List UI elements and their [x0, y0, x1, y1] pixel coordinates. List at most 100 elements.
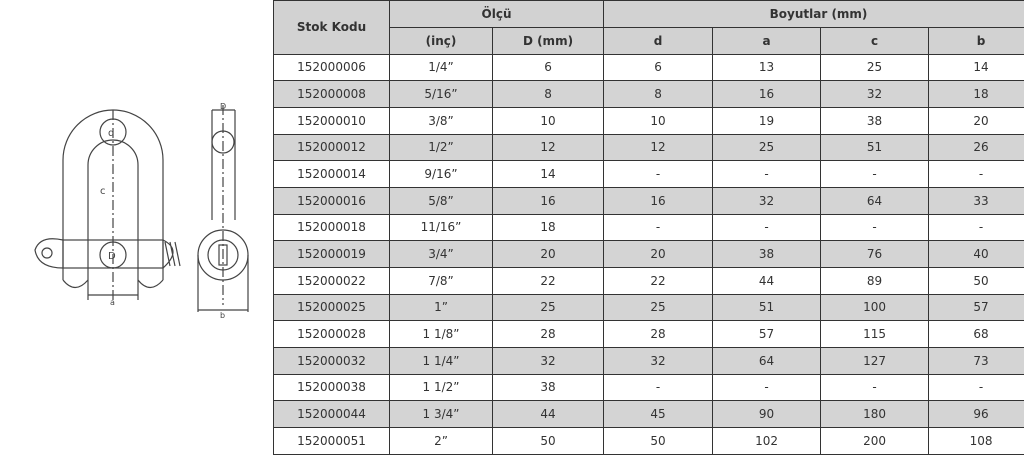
label-D: D [108, 251, 116, 262]
cell-inch: 1 1/2” [390, 374, 493, 401]
cell-b: 96 [929, 401, 1024, 428]
cell-b: 33 [929, 187, 1024, 214]
cell-a: 38 [713, 241, 821, 268]
cell-b: 57 [929, 294, 1024, 321]
cell-b: 26 [929, 134, 1024, 161]
cell-a: 32 [713, 187, 821, 214]
cell-c: 51 [821, 134, 929, 161]
cell-d: - [604, 374, 713, 401]
cell-D-mm: 22 [493, 267, 604, 294]
cell-D-mm: 16 [493, 187, 604, 214]
cell-a: 44 [713, 267, 821, 294]
header-d: d [604, 28, 713, 55]
cell-D-mm: 20 [493, 241, 604, 268]
cell-inch: 1 1/8” [390, 321, 493, 348]
cell-D-mm: 10 [493, 107, 604, 134]
cell-c: - [821, 374, 929, 401]
cell-d: 32 [604, 347, 713, 374]
cell-D-mm: 14 [493, 161, 604, 188]
cell-a: 57 [713, 321, 821, 348]
cell-inch: 7/8” [390, 267, 493, 294]
cell-a: 64 [713, 347, 821, 374]
cell-b: - [929, 214, 1024, 241]
cell-b: 73 [929, 347, 1024, 374]
cell-stock-code: 152000008 [274, 81, 390, 108]
header-measure: Ölçü [390, 1, 604, 28]
cell-stock-code: 152000014 [274, 161, 390, 188]
cell-a: 16 [713, 81, 821, 108]
cell-c: - [821, 161, 929, 188]
cell-D-mm: 8 [493, 81, 604, 108]
cell-stock-code: 152000032 [274, 347, 390, 374]
cell-D-mm: 18 [493, 214, 604, 241]
cell-stock-code: 152000025 [274, 294, 390, 321]
cell-d: 8 [604, 81, 713, 108]
label-d: d [108, 128, 114, 139]
cell-d: - [604, 214, 713, 241]
cell-inch: 1 3/4” [390, 401, 493, 428]
header-c: c [821, 28, 929, 55]
cell-d: 28 [604, 321, 713, 348]
header-D-mm: D (mm) [493, 28, 604, 55]
cell-stock-code: 152000022 [274, 267, 390, 294]
cell-a: - [713, 214, 821, 241]
cell-d: - [604, 161, 713, 188]
cell-a: 51 [713, 294, 821, 321]
cell-b: - [929, 374, 1024, 401]
cell-d: 20 [604, 241, 713, 268]
cell-a: 102 [713, 427, 821, 454]
cell-b: 40 [929, 241, 1024, 268]
cell-inch: 9/16” [390, 161, 493, 188]
cell-D-mm: 6 [493, 54, 604, 81]
cell-c: 76 [821, 241, 929, 268]
cell-inch: 3/4” [390, 241, 493, 268]
cell-d: 16 [604, 187, 713, 214]
cell-c: 89 [821, 267, 929, 294]
cell-stock-code: 152000018 [274, 214, 390, 241]
cell-inch: 1/4” [390, 54, 493, 81]
shackle-side-view [198, 105, 248, 312]
cell-b: 108 [929, 427, 1024, 454]
cell-inch: 1 1/4” [390, 347, 493, 374]
cell-d: 12 [604, 134, 713, 161]
cell-a: 19 [713, 107, 821, 134]
header-stock-code: Stok Kodu [274, 1, 390, 55]
cell-d: 22 [604, 267, 713, 294]
header-dimensions: Boyutlar (mm) [604, 1, 1024, 28]
cell-b: 20 [929, 107, 1024, 134]
cell-d: 45 [604, 401, 713, 428]
header-b: b [929, 28, 1024, 55]
cell-stock-code: 152000019 [274, 241, 390, 268]
label-c: c [100, 186, 106, 197]
cell-D-mm: 50 [493, 427, 604, 454]
cell-b: 50 [929, 267, 1024, 294]
header-inch: (inç) [390, 28, 493, 55]
shackle-technical-drawing: d c D a D b [20, 90, 260, 320]
cell-inch: 1/2” [390, 134, 493, 161]
cell-stock-code: 152000038 [274, 374, 390, 401]
cell-D-mm: 38 [493, 374, 604, 401]
label-b: b [220, 311, 225, 320]
cell-c: 127 [821, 347, 929, 374]
cell-stock-code: 152000010 [274, 107, 390, 134]
cell-a: 25 [713, 134, 821, 161]
cell-inch: 5/8” [390, 187, 493, 214]
cell-stock-code: 152000016 [274, 187, 390, 214]
cell-c: 180 [821, 401, 929, 428]
cell-inch: 3/8” [390, 107, 493, 134]
